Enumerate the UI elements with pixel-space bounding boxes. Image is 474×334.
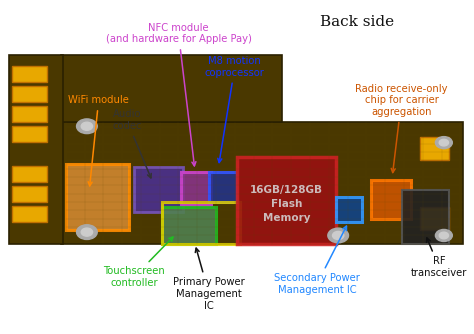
Text: M8 motion
coprocessor: M8 motion coprocessor — [205, 56, 265, 163]
Bar — [61, 122, 463, 244]
Bar — [12, 86, 47, 102]
Text: Touchscreen
controller: Touchscreen controller — [103, 237, 173, 288]
Text: Secondary Power
Management IC: Secondary Power Management IC — [274, 226, 360, 295]
Text: RF
transceiver: RF transceiver — [411, 238, 467, 278]
Bar — [61, 55, 282, 122]
Bar — [12, 186, 47, 202]
Bar — [209, 172, 237, 202]
Circle shape — [332, 231, 344, 239]
Circle shape — [328, 228, 348, 243]
Text: NFC module
(and hardware for Apple Pay): NFC module (and hardware for Apple Pay) — [106, 23, 251, 166]
Bar — [162, 207, 216, 244]
Text: Audio
codec: Audio codec — [112, 110, 151, 178]
Text: WiFi module: WiFi module — [68, 95, 129, 186]
Bar — [401, 190, 448, 244]
Circle shape — [77, 119, 97, 134]
Bar — [12, 166, 47, 182]
Bar — [336, 197, 362, 222]
Circle shape — [81, 122, 92, 130]
Bar — [12, 106, 47, 122]
Bar — [12, 206, 47, 222]
Bar — [162, 202, 239, 244]
Circle shape — [439, 232, 448, 239]
Bar — [12, 126, 47, 142]
Text: 16GB/128GB
Flash
Memory: 16GB/128GB Flash Memory — [250, 185, 323, 223]
Bar — [181, 172, 211, 205]
Bar — [66, 164, 129, 230]
Bar — [9, 55, 64, 244]
Bar — [237, 157, 336, 244]
Circle shape — [436, 137, 452, 149]
Bar — [371, 180, 411, 219]
Bar — [134, 167, 183, 212]
Bar — [12, 66, 47, 82]
Circle shape — [439, 139, 448, 146]
Text: Radio receive-only
chip for carrier
aggregation: Radio receive-only chip for carrier aggr… — [356, 84, 448, 173]
Text: Primary Power
Management
IC: Primary Power Management IC — [173, 248, 245, 311]
Circle shape — [81, 228, 92, 236]
Circle shape — [436, 229, 452, 241]
Circle shape — [77, 225, 97, 239]
Text: Back side: Back side — [320, 15, 394, 29]
Bar — [420, 207, 448, 230]
Bar — [420, 137, 448, 160]
